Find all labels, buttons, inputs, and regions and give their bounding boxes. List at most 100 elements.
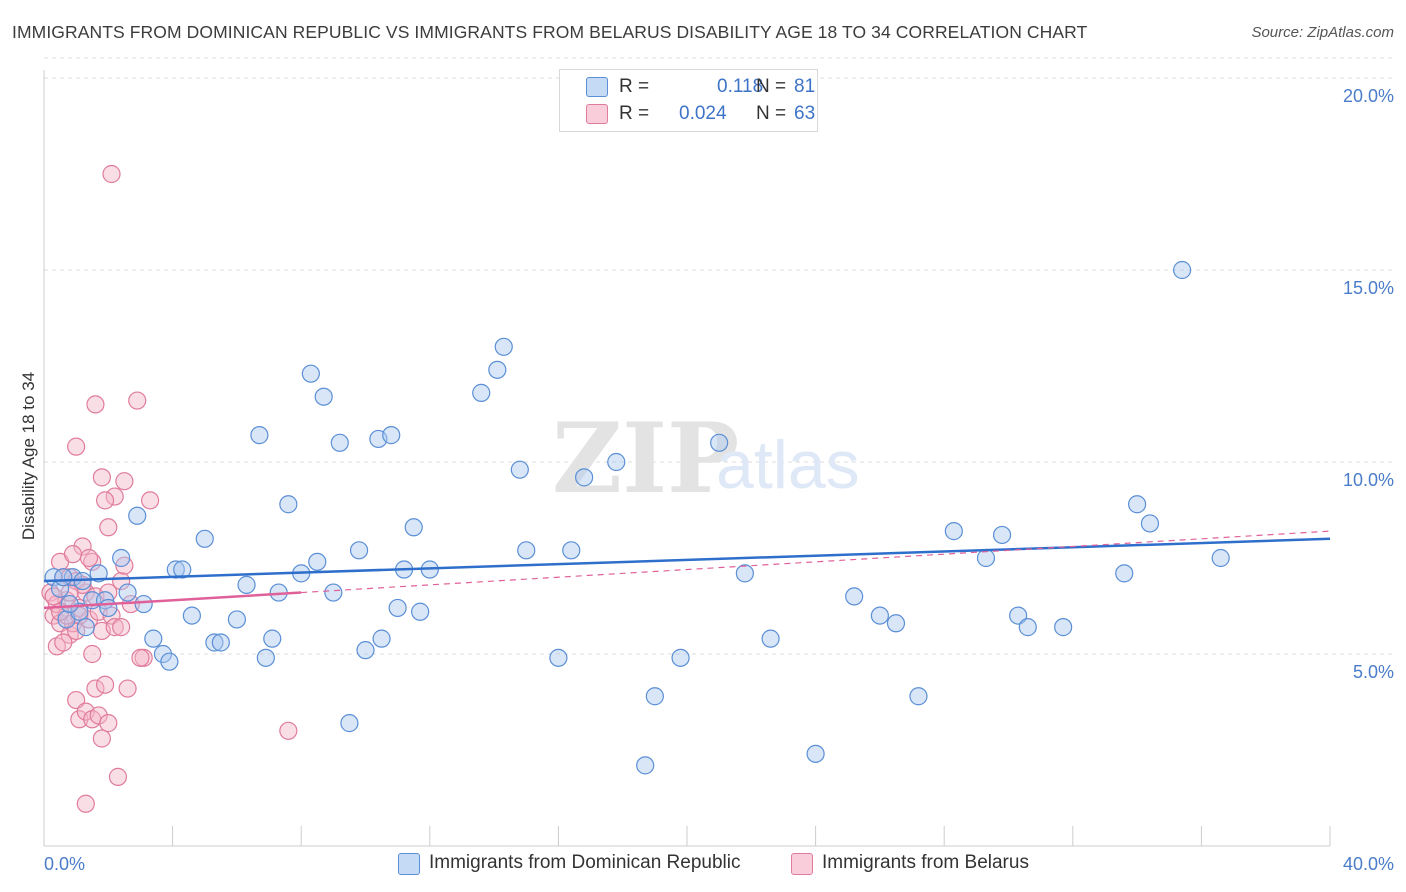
dominican-point-26 [256,648,275,667]
watermark-zip: ZIP [552,402,739,515]
dominican-point-56 [645,687,664,706]
y-tick-label: 15.0% [1343,278,1394,298]
dominican-point-76 [1211,548,1230,568]
bottom-legend-label: Immigrants from Dominican Republic [429,852,741,873]
dominican-point-59 [735,564,754,583]
dominican-point-35 [330,433,349,452]
dominican-point-12 [128,506,147,525]
belarus-point-29 [140,491,160,510]
dominican-point-48 [494,337,513,356]
series-dominican-points [44,260,1230,775]
y-tick-label: 5.0% [1353,662,1394,682]
series-belarus-points [41,164,298,813]
dominican-point-37 [356,641,375,660]
dominican-point-4 [70,602,89,621]
dominican-point-25 [250,426,269,445]
belarus-point-42 [95,491,115,510]
x-tick-label-min: 0.0% [44,854,85,874]
dominican-point-65 [909,687,928,706]
dominican-point-49 [510,460,529,479]
trend-line-dominican [43,537,1331,583]
belarus-point-40 [115,472,134,491]
dominican-point-29 [279,495,298,514]
belarus-point-44 [86,395,105,414]
bottom-legend-swatch-pink [791,853,813,875]
legend: R = 0.118 N = 81 R = 0.024 N = 63 [559,69,818,132]
dominican-point-52 [562,541,581,560]
belarus-point-24 [112,571,131,591]
dominican-point-70 [1018,618,1037,637]
belarus-point-34 [86,679,105,698]
legend-n-label: N = [756,76,787,97]
dominican-point-23 [227,610,246,629]
dominican-point-14 [144,629,163,648]
legend-n-label: N = [756,103,787,124]
belarus-point-55 [76,794,95,813]
belarus-point-45 [67,437,86,456]
dominican-point-47 [488,360,507,379]
dominican-point-66 [944,522,963,541]
belarus-point-27 [128,391,147,410]
y-tick-labels: 5.0% 10.0% 15.0% 20.0% [1343,86,1394,682]
dominican-point-39 [372,629,391,648]
dominican-point-72 [1115,564,1134,583]
dominican-point-50 [517,541,536,560]
belarus-point-35 [89,706,108,725]
belarus-point-13 [73,537,92,556]
dominican-point-41 [388,598,407,618]
dominican-point-74 [1140,514,1160,533]
dominican-point-64 [886,614,906,633]
belarus-point-54 [279,721,298,740]
y-tick-label: 20.0% [1343,86,1394,106]
dominican-point-51 [549,648,568,667]
watermark: ZIP atlas [552,402,860,515]
dominican-point-9 [99,598,118,618]
dominican-point-55 [636,756,655,775]
belarus-point-39 [108,767,128,786]
dominican-point-68 [992,525,1012,545]
dominican-point-32 [308,552,327,571]
dominican-point-57 [671,648,690,667]
legend-r-value: 0.024 [679,103,727,124]
dominican-point-19 [182,606,201,625]
gridlines [44,57,1394,655]
dominican-point-60 [761,629,780,648]
belarus-point-43 [92,468,111,487]
dominican-point-21 [205,633,224,652]
bottom-legend-swatch-blue [398,853,420,875]
chart-title: IMMIGRANTS FROM DOMINICAN REPUBLIC VS IM… [12,22,1088,42]
legend-r-label: R = [619,76,650,97]
dominican-point-18 [173,560,192,579]
dominican-point-24 [237,575,256,594]
trend-line-belarus-extended [301,530,1331,594]
dominican-point-61 [806,744,825,763]
dominican-point-5 [76,618,95,637]
belarus-point-47 [79,548,99,568]
x-axis-ticks [43,826,1331,846]
trend-line-belarus [43,591,302,610]
belarus-point-49 [63,545,83,564]
belarus-point-23 [105,618,124,637]
dominican-point-77 [54,568,73,587]
dominican-point-53 [575,468,594,487]
dominican-point-62 [845,587,864,606]
dominican-point-16 [160,652,179,671]
dominican-point-31 [301,364,320,383]
belarus-point-46 [102,164,121,184]
trend-lines [43,530,1331,610]
belarus-point-61 [112,618,131,637]
belarus-point-51 [83,644,102,664]
dominican-point-54 [607,452,626,472]
bottom-legend-label: Immigrants from Belarus [822,852,1029,873]
dominican-point-11 [118,583,137,602]
dominican-point-10 [112,548,131,568]
dominican-point-36 [349,541,369,560]
belarus-point-36 [92,729,111,748]
dominican-point-33 [314,387,333,406]
dominican-point-43 [404,518,423,537]
dominican-point-46 [472,383,491,402]
dominican-point-80 [340,714,359,733]
dominican-point-40 [382,426,401,445]
dominican-point-17 [166,560,185,579]
belarus-point-41 [105,487,124,506]
